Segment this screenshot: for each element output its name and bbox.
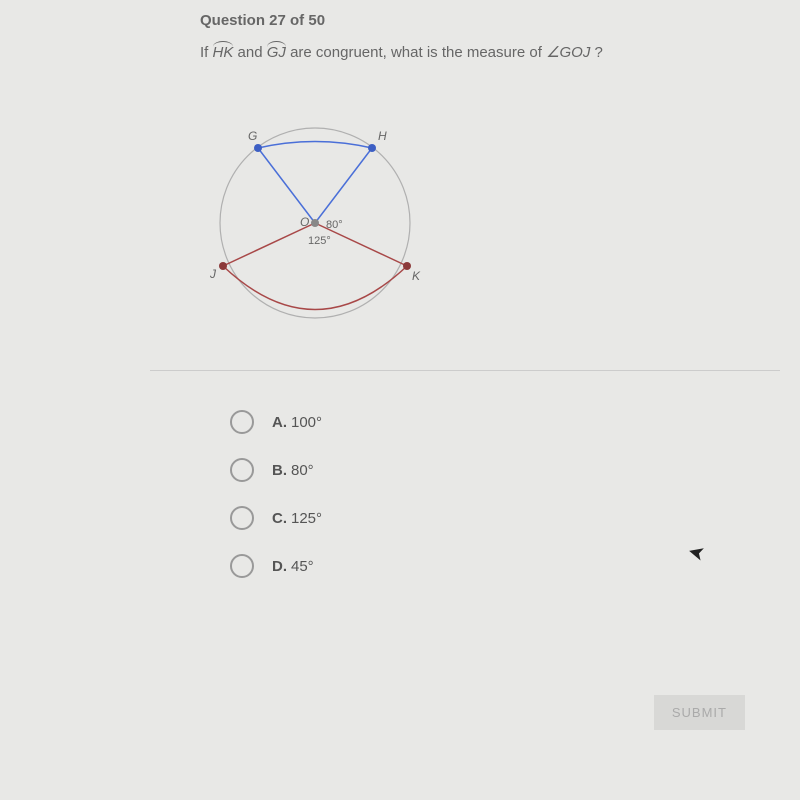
option-text: 100° — [291, 414, 322, 431]
q-mid1: and — [238, 44, 267, 61]
chord-gh — [258, 142, 372, 149]
question-header: Question 27 of 50 — [0, 0, 800, 29]
option-a[interactable]: A. 100° — [230, 410, 322, 434]
label-o: O — [300, 215, 309, 229]
divider-line — [150, 370, 780, 371]
answer-options: A. 100° B. 80° C. 125° D. 45° — [230, 410, 322, 602]
q-mid2: are congruent, what is the measure of — [290, 44, 546, 61]
question-text: If HK and GJ are congruent, what is the … — [0, 29, 800, 61]
label-j: J — [209, 267, 217, 281]
point-h — [368, 144, 376, 152]
q-prefix: If — [200, 44, 213, 61]
line-oj — [223, 223, 315, 266]
radio-icon[interactable] — [230, 506, 254, 530]
radio-icon[interactable] — [230, 410, 254, 434]
point-g — [254, 144, 262, 152]
option-text: 125° — [291, 510, 322, 527]
option-letter: B. — [272, 462, 287, 479]
option-b[interactable]: B. 80° — [230, 458, 322, 482]
submit-button[interactable]: SUBMIT — [654, 695, 745, 730]
diagram-svg: G H J K O 80° 125° — [200, 108, 430, 338]
option-text: 80° — [291, 462, 314, 479]
circle-diagram: G H J K O 80° 125° — [200, 108, 430, 338]
point-k — [403, 262, 411, 270]
cursor-icon: ➤ — [685, 538, 708, 566]
label-g: G — [248, 129, 257, 143]
arc-jk — [223, 266, 407, 310]
option-letter: A. — [272, 414, 287, 431]
line-og — [258, 148, 315, 223]
option-letter: D. — [272, 558, 287, 575]
option-d[interactable]: D. 45° — [230, 554, 322, 578]
point-j — [219, 262, 227, 270]
arc-gj: GJ — [267, 44, 286, 61]
option-c[interactable]: C. 125° — [230, 506, 322, 530]
radio-icon[interactable] — [230, 554, 254, 578]
angle-goj: ∠GOJ — [546, 44, 590, 61]
option-letter: C. — [272, 510, 287, 527]
point-o — [311, 219, 319, 227]
label-h: H — [378, 129, 387, 143]
q-suffix: ? — [595, 44, 603, 61]
line-oh — [315, 148, 372, 223]
arc-hk: HK — [213, 44, 234, 61]
radio-icon[interactable] — [230, 458, 254, 482]
label-k: K — [412, 269, 421, 283]
label-125: 125° — [308, 235, 331, 247]
option-text: 45° — [291, 558, 314, 575]
label-80: 80° — [326, 219, 343, 231]
